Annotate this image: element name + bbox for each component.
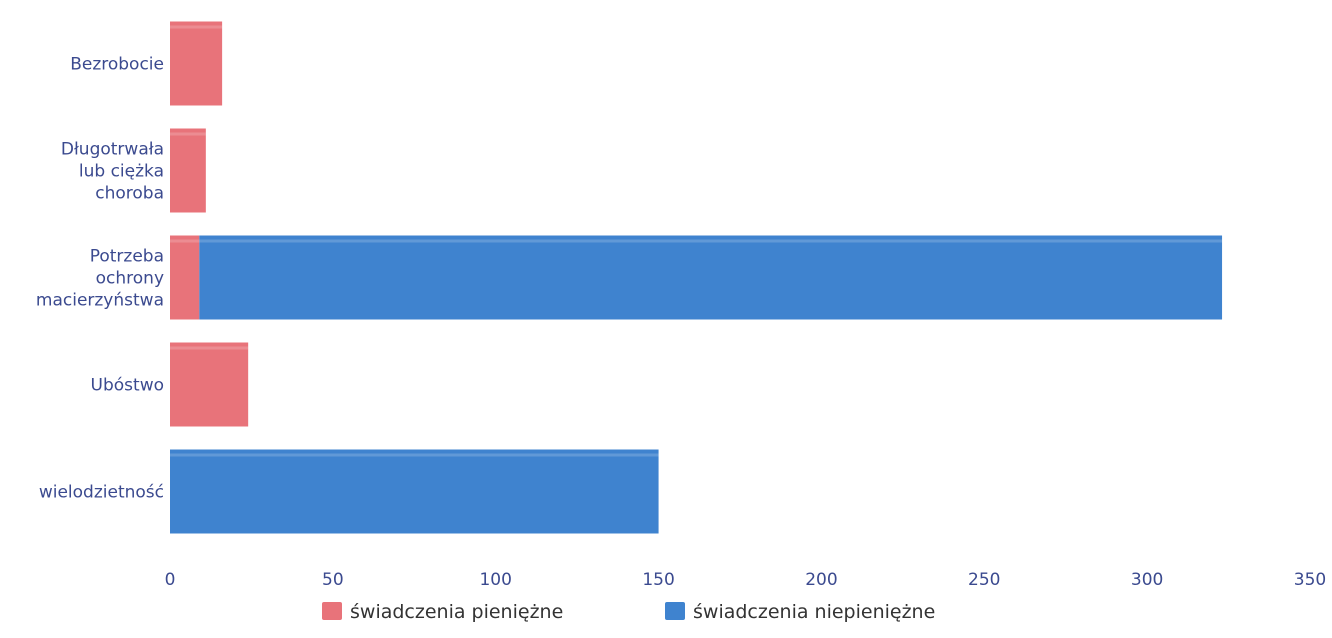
- bar-pieniezne-0: [170, 21, 223, 106]
- bar-pieniezne-1: [170, 128, 206, 213]
- x-tick-label: 250: [968, 570, 1000, 590]
- bar-pieniezne-3: [170, 342, 249, 427]
- bar-highlight-0-3: [170, 346, 249, 350]
- legend-label-0: świadczenia pieniężne: [350, 601, 563, 623]
- x-tick-label: 200: [805, 570, 837, 590]
- x-tick-label: 0: [165, 570, 176, 590]
- category-label-1: Długotrwała lub ciężka choroba: [61, 140, 164, 204]
- legend-swatch-1: [665, 602, 685, 620]
- category-label-4: wielodzietność: [39, 483, 164, 503]
- x-tick-label: 50: [322, 570, 344, 590]
- legend-swatch-0: [322, 602, 342, 620]
- x-axis-ticks: 0 50 100 150 200 250 300 350: [165, 570, 1327, 590]
- category-label-2: Potrzeba ochrony macierzyństwa: [36, 247, 164, 311]
- legend-label-1: świadczenia niepieniężne: [693, 601, 935, 623]
- bar-highlight-0-1: [170, 132, 206, 136]
- category-label-0: Bezrobocie: [70, 55, 164, 75]
- x-tick-label: 150: [642, 570, 674, 590]
- bar-highlight-1-2: [199, 239, 1223, 243]
- legend: świadczenia pieniężne świadczenia niepien…: [322, 601, 935, 623]
- bar-highlight-0-0: [170, 25, 223, 29]
- x-tick-label: 300: [1131, 570, 1163, 590]
- bars-layer: [170, 21, 1223, 534]
- bar-niepieniezne-4: [170, 449, 659, 534]
- x-tick-label: 100: [479, 570, 511, 590]
- category-labels: Bezrobocie Długotrwała lub ciężka choroba Po…: [36, 55, 164, 503]
- category-label-3: Ubóstwo: [91, 376, 164, 396]
- bar-highlight-0-2: [170, 239, 200, 243]
- bar-pieniezne-2: [170, 235, 200, 320]
- x-tick-label: 350: [1294, 570, 1326, 590]
- bar-niepieniezne-2: [199, 235, 1223, 320]
- bar-highlight-1-4: [170, 453, 659, 457]
